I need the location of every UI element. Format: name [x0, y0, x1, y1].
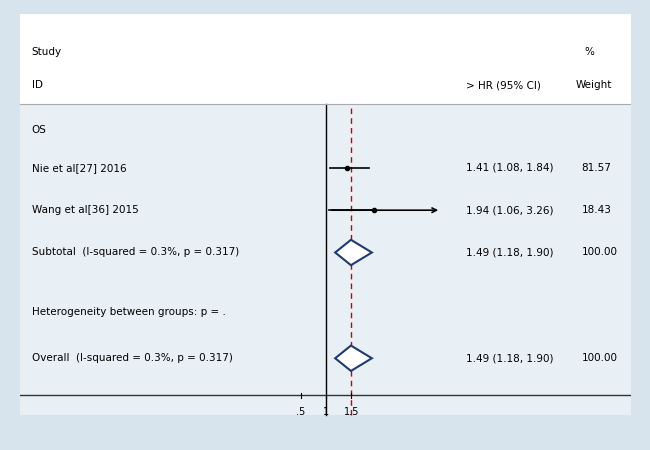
Text: 1.49 (1.18, 1.90): 1.49 (1.18, 1.90)	[465, 248, 553, 257]
Text: Overall  (I-squared = 0.3%, p = 0.317): Overall (I-squared = 0.3%, p = 0.317)	[32, 353, 233, 363]
Text: Nie et al[27] 2016: Nie et al[27] 2016	[32, 163, 126, 173]
Text: Subtotal  (I-squared = 0.3%, p = 0.317): Subtotal (I-squared = 0.3%, p = 0.317)	[32, 248, 239, 257]
Text: %: %	[585, 46, 595, 57]
Text: Weight: Weight	[575, 81, 612, 90]
Text: Study: Study	[32, 46, 62, 57]
Text: Heterogeneity between groups: p = .: Heterogeneity between groups: p = .	[32, 307, 226, 317]
Polygon shape	[335, 346, 372, 371]
Polygon shape	[335, 240, 372, 265]
FancyBboxPatch shape	[20, 14, 630, 104]
Text: Wang et al[36] 2015: Wang et al[36] 2015	[32, 205, 138, 215]
Text: .5: .5	[296, 407, 306, 417]
Text: 1: 1	[323, 407, 329, 417]
FancyBboxPatch shape	[20, 104, 630, 415]
Text: 1.41 (1.08, 1.84): 1.41 (1.08, 1.84)	[465, 163, 553, 173]
Text: 81.57: 81.57	[582, 163, 612, 173]
Text: 1.49 (1.18, 1.90): 1.49 (1.18, 1.90)	[465, 353, 553, 363]
Text: 18.43: 18.43	[582, 205, 612, 215]
Text: 1.5: 1.5	[344, 407, 359, 417]
Text: 1.94 (1.06, 3.26): 1.94 (1.06, 3.26)	[465, 205, 553, 215]
Text: OS: OS	[32, 125, 47, 135]
Text: 100.00: 100.00	[582, 353, 618, 363]
Text: > HR (95% CI): > HR (95% CI)	[465, 81, 540, 90]
Text: 100.00: 100.00	[582, 248, 618, 257]
Text: ID: ID	[32, 81, 43, 90]
